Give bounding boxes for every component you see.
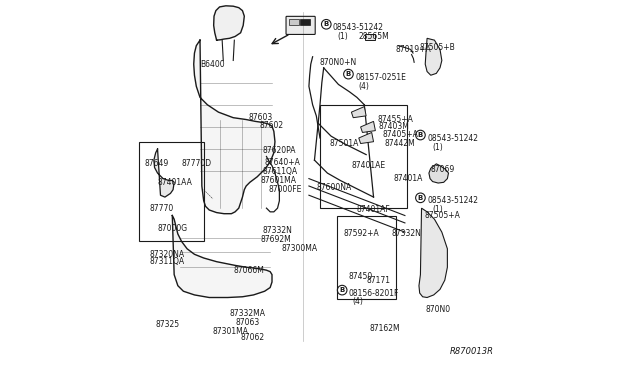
- Text: 87455+A: 87455+A: [377, 115, 413, 124]
- Text: B: B: [418, 132, 423, 138]
- Text: (1): (1): [433, 205, 444, 215]
- Bar: [365, 33, 376, 40]
- Text: 28565M: 28565M: [359, 32, 390, 41]
- Text: R870013R: R870013R: [449, 347, 493, 356]
- Text: 87300MA: 87300MA: [281, 244, 317, 253]
- Text: 87062: 87062: [241, 333, 265, 342]
- Text: 87600NA: 87600NA: [316, 183, 351, 192]
- Text: (4): (4): [353, 297, 364, 306]
- Text: 87505+A: 87505+A: [424, 211, 460, 220]
- Text: B: B: [418, 195, 423, 201]
- Text: 87332N: 87332N: [392, 230, 422, 238]
- Text: 87325: 87325: [156, 320, 180, 329]
- Text: 08543-51242: 08543-51242: [333, 23, 384, 32]
- Text: (1): (1): [338, 32, 348, 41]
- Text: 08156-8201F: 08156-8201F: [349, 289, 399, 298]
- Text: 87592+A: 87592+A: [344, 230, 380, 238]
- Text: 87620PA: 87620PA: [263, 147, 296, 155]
- Text: 87770D: 87770D: [182, 159, 212, 169]
- Text: 87649: 87649: [145, 159, 169, 169]
- Text: 87066M: 87066M: [233, 266, 264, 275]
- Polygon shape: [429, 164, 449, 183]
- Text: 87405+A: 87405+A: [383, 130, 419, 139]
- FancyBboxPatch shape: [286, 16, 316, 35]
- Text: 08157-0251E: 08157-0251E: [355, 73, 406, 81]
- Text: 87000G: 87000G: [157, 224, 188, 233]
- Text: 08543-51242: 08543-51242: [427, 134, 478, 142]
- Text: (4): (4): [359, 82, 370, 91]
- Bar: [289, 19, 299, 25]
- Polygon shape: [425, 38, 442, 75]
- Text: (1): (1): [433, 143, 444, 152]
- Bar: [139, 142, 204, 241]
- Text: 87401AE: 87401AE: [351, 161, 385, 170]
- Text: 87403M: 87403M: [378, 122, 409, 131]
- Polygon shape: [214, 6, 244, 40]
- Polygon shape: [172, 215, 272, 298]
- Bar: [337, 215, 396, 299]
- Text: 87640+A: 87640+A: [264, 157, 301, 167]
- Text: 87692M: 87692M: [261, 235, 292, 244]
- Polygon shape: [419, 208, 447, 298]
- Text: B: B: [346, 71, 351, 77]
- Polygon shape: [154, 149, 174, 197]
- Text: 87401AF: 87401AF: [356, 205, 390, 215]
- Text: 87332N: 87332N: [263, 226, 292, 235]
- Text: 87505+B: 87505+B: [420, 43, 456, 52]
- Text: 87162M: 87162M: [370, 324, 401, 333]
- Text: 87401AA: 87401AA: [157, 178, 193, 187]
- Text: 87171: 87171: [366, 276, 390, 285]
- Bar: [300, 19, 310, 25]
- Text: 87332MA: 87332MA: [230, 309, 266, 318]
- Text: 87602: 87602: [259, 121, 284, 129]
- Text: 87069: 87069: [431, 165, 455, 174]
- Text: 87442M: 87442M: [385, 139, 415, 148]
- Polygon shape: [359, 132, 374, 144]
- Polygon shape: [360, 121, 376, 132]
- Text: 87601MA: 87601MA: [261, 176, 297, 185]
- Text: 87611QA: 87611QA: [263, 167, 298, 176]
- Text: 87311QA: 87311QA: [149, 257, 184, 266]
- Text: B6400: B6400: [200, 60, 225, 69]
- Text: 87019+A: 87019+A: [396, 45, 431, 54]
- Text: 87320NA: 87320NA: [149, 250, 184, 259]
- Polygon shape: [351, 107, 366, 118]
- Text: 87401A: 87401A: [393, 174, 422, 183]
- Text: 87450: 87450: [348, 272, 372, 281]
- Text: 87603: 87603: [248, 113, 272, 122]
- Text: B: B: [324, 21, 329, 27]
- Text: B: B: [340, 287, 345, 293]
- Text: 870N0+N: 870N0+N: [320, 58, 357, 67]
- Bar: [320, 105, 407, 208]
- Text: 87301MA: 87301MA: [213, 327, 249, 336]
- Polygon shape: [194, 40, 275, 214]
- Text: 87501A: 87501A: [329, 139, 358, 148]
- Text: 87063: 87063: [235, 318, 259, 327]
- Text: 08543-51242: 08543-51242: [427, 196, 478, 205]
- Text: 87000FE: 87000FE: [268, 185, 301, 194]
- Text: 87770: 87770: [149, 203, 173, 213]
- Text: 870N0: 870N0: [425, 305, 451, 314]
